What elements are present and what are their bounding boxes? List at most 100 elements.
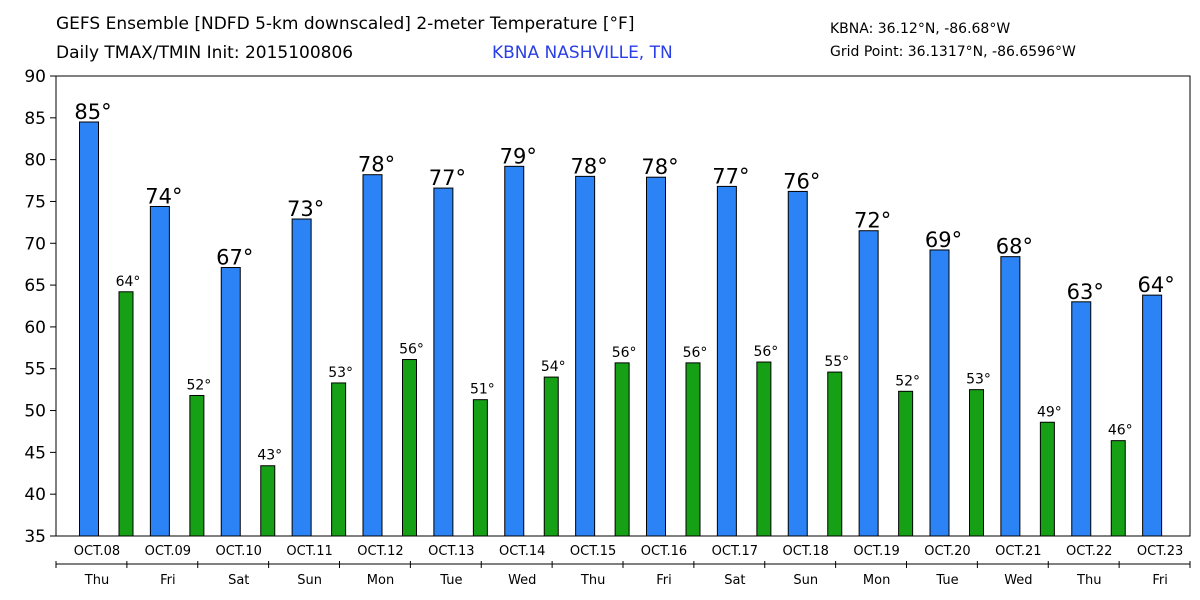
x-date-label: OCT.15 (570, 544, 616, 559)
y-tick-label: 55 (24, 360, 46, 380)
tmax-bar (1000, 256, 1021, 537)
tmin-data-label: 54° (541, 359, 566, 375)
y-tick-label: 90 (24, 67, 46, 87)
x-date-label: OCT.14 (499, 544, 545, 559)
tmax-bar (220, 267, 241, 537)
tmax-bar (575, 175, 596, 537)
tmax-data-label: 64° (1138, 273, 1175, 297)
y-tick-label: 45 (24, 443, 46, 463)
station-coordinates: KBNA: 36.12°N, -86.68°W (830, 21, 1011, 37)
station-name: KBNA NASHVILLE, TN (492, 43, 673, 63)
tmax-data-label: 68° (996, 235, 1033, 259)
y-tick-label: 70 (24, 234, 46, 254)
tmin-bar (260, 465, 276, 537)
chart-subtitle: Daily TMAX/TMIN Init: 2015100806 (56, 43, 354, 63)
tmax-data-label: 73° (287, 197, 324, 221)
tmin-data-label: 53° (328, 365, 353, 381)
x-weekday-label: Fri (1152, 573, 1168, 588)
y-tick-label: 75 (24, 192, 46, 212)
x-date-label: OCT.18 (783, 544, 829, 559)
x-date-label: OCT.13 (428, 544, 474, 559)
tmax-bar (149, 205, 170, 537)
x-weekday-label: Wed (508, 573, 536, 588)
x-weekday-label: Thu (580, 573, 605, 588)
tmax-bar (362, 174, 383, 537)
y-tick-label: 80 (24, 151, 46, 171)
y-tick-label: 65 (24, 276, 46, 296)
x-weekday-label: Mon (863, 573, 890, 588)
x-weekday-label: Tue (935, 573, 958, 588)
tmax-data-label: 78° (571, 154, 608, 178)
tmax-data-label: 69° (925, 228, 962, 252)
tmax-data-label: 74° (145, 184, 182, 208)
x-weekday-label: Tue (439, 573, 462, 588)
tmax-data-label: 77° (712, 164, 749, 188)
tmin-bar (472, 399, 488, 537)
x-weekday-label: Thu (1076, 573, 1101, 588)
tmax-bar (79, 121, 99, 537)
tmin-bar (402, 359, 417, 537)
x-date-label: OCT.21 (995, 544, 1041, 559)
tmin-data-label: 43° (257, 448, 282, 464)
x-weekday-label: Sat (228, 573, 249, 588)
tmin-data-label: 51° (470, 382, 495, 398)
tmin-data-label: 52° (186, 377, 211, 393)
tmax-data-label: 78° (358, 153, 395, 177)
x-weekday-label: Thu (84, 573, 109, 588)
tmax-bar (504, 165, 525, 537)
x-date-label: OCT.12 (357, 544, 403, 559)
tmin-data-label: 46° (1108, 423, 1133, 439)
tmin-bar (189, 394, 205, 537)
x-weekday-label: Sat (724, 573, 745, 588)
tmax-bar (929, 249, 950, 537)
x-weekday-label: Wed (1004, 573, 1032, 588)
tmin-bar (969, 389, 984, 537)
tmax-bar (858, 230, 879, 537)
x-date-label: OCT.11 (286, 544, 332, 559)
tmin-bar (543, 376, 559, 537)
tmin-data-label: 49° (1037, 404, 1062, 420)
tmax-data-label: 63° (1067, 280, 1104, 304)
x-date-label: OCT.10 (216, 544, 262, 559)
y-tick-label: 35 (24, 527, 46, 547)
tmin-bar (1110, 440, 1126, 537)
tmax-data-label: 79° (500, 144, 537, 168)
x-weekday-label: Mon (367, 573, 394, 588)
tmax-bar (433, 187, 454, 537)
x-date-label: OCT.22 (1066, 544, 1112, 559)
tmax-bar (716, 185, 737, 537)
x-date-label: OCT.20 (924, 544, 970, 559)
x-weekday-label: Sun (297, 573, 322, 588)
tmax-bar (646, 176, 666, 537)
x-date-label: OCT.17 (712, 544, 758, 559)
tmin-bar (614, 362, 630, 537)
chart-title: GEFS Ensemble [NDFD 5-km downscaled] 2-m… (56, 14, 635, 34)
tmin-data-label: 53° (966, 372, 991, 388)
tmax-data-label: 77° (429, 166, 466, 190)
tmax-data-label: 76° (783, 169, 820, 193)
tmin-bar (756, 361, 772, 537)
x-date-label: OCT.19 (853, 544, 899, 559)
tmin-data-label: 56° (753, 344, 778, 360)
tmin-data-label: 56° (399, 342, 424, 358)
x-date-label: OCT.16 (641, 544, 687, 559)
tmax-bar (291, 218, 312, 537)
tmax-bar (1142, 294, 1163, 537)
x-date-label: OCT.23 (1137, 544, 1183, 559)
y-tick-label: 50 (24, 402, 46, 422)
tmax-data-label: 85° (74, 100, 111, 124)
grid-point-coordinates: Grid Point: 36.1317°N, -86.6596°W (830, 44, 1076, 60)
tmin-data-label: 56° (612, 345, 637, 361)
tmax-bar (787, 190, 808, 537)
x-weekday-label: Fri (656, 573, 672, 588)
tmin-bar (685, 362, 701, 537)
tmax-bar (1071, 301, 1092, 537)
x-weekday-label: Sun (793, 573, 818, 588)
tmin-bar (331, 382, 347, 537)
x-date-label: OCT.09 (145, 544, 191, 559)
tmin-bar (827, 371, 843, 537)
tmax-data-label: 72° (854, 209, 891, 233)
y-tick-label: 85 (24, 109, 46, 129)
tmin-data-label: 55° (824, 354, 849, 370)
